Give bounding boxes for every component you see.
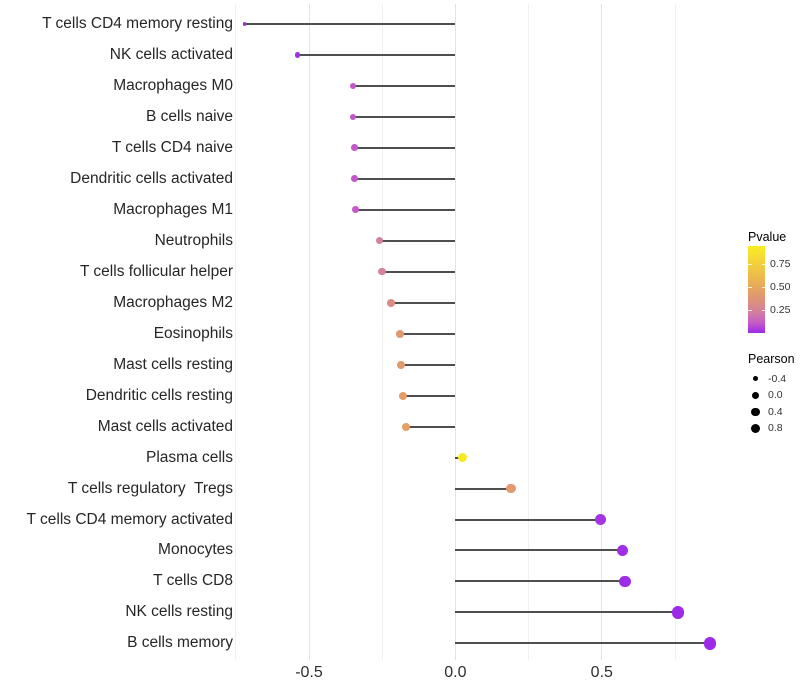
colorbar-tick-label: 0.50 (770, 281, 791, 294)
y-axis-label: Monocytes (158, 541, 233, 559)
pearson-legend-dot (751, 423, 760, 433)
colorbar-tick (748, 264, 752, 266)
lollipop-dot (619, 575, 631, 588)
lollipop-stem (401, 363, 456, 366)
lollipop-stem (355, 208, 456, 211)
colorbar-tick-label: 0.25 (770, 304, 791, 317)
y-axis-label: Mast cells activated (97, 417, 233, 435)
y-axis-label: Mast cells resting (113, 355, 233, 373)
pearson-legend-dot (751, 407, 760, 416)
lollipop-dot (703, 637, 717, 650)
x-tick-label: -0.5 (295, 664, 323, 681)
colorbar-tick (748, 287, 752, 289)
y-axis-label: T cells CD4 memory resting (42, 15, 233, 32)
pearson-legend-label: 0.0 (768, 389, 783, 402)
y-axis-label: Neutrophils (154, 231, 233, 249)
lollipop-dot (242, 22, 247, 26)
lollipop-dot (375, 237, 383, 245)
lollipop-dot (352, 206, 360, 214)
lollipop-dot (349, 113, 357, 121)
pearson-legend-label: 0.8 (768, 422, 783, 435)
lollipop-dot (671, 606, 685, 619)
gridline-minor (674, 4, 676, 660)
lollipop-stem (352, 84, 456, 87)
lollipop-dot (294, 52, 300, 58)
pearson-legend-dot (752, 391, 759, 399)
lollipop-stem (455, 487, 512, 490)
lollipop-stem (390, 301, 456, 304)
lollipop-dot (458, 453, 468, 463)
lollipop-dot (350, 175, 358, 183)
y-axis-label: Eosinophils (153, 324, 233, 342)
lollipop-stem (354, 146, 456, 149)
lollipop-dot (397, 360, 406, 369)
lollipop-stem (297, 53, 456, 56)
colorbar-tick (761, 287, 765, 289)
lollipop-stem (455, 549, 623, 552)
lollipop-stem (455, 642, 711, 645)
x-tick-label: 0.5 (590, 664, 613, 681)
pvalue-colorbar (748, 246, 765, 333)
lollipop-dot (401, 422, 410, 431)
lollipop-dot (349, 82, 357, 90)
pearson-legend-label: -0.4 (768, 372, 787, 385)
gridline-minor (235, 4, 237, 660)
y-axis-label: Plasma cells (146, 448, 233, 466)
lollipop-stem (455, 611, 678, 614)
lollipop-dot (506, 483, 516, 494)
lollipop-dot (387, 298, 395, 307)
lollipop-stem (455, 518, 601, 521)
lollipop-stem (352, 115, 456, 118)
lollipop-dot (350, 144, 358, 152)
y-axis-label: Dendritic cells activated (70, 169, 233, 187)
colorbar-tick (761, 264, 765, 266)
y-axis-label: B cells memory (127, 634, 233, 652)
y-axis-label: Macrophages M2 (113, 293, 233, 311)
y-axis-label: NK cells resting (125, 603, 233, 621)
pearson-legend-dot (752, 376, 759, 382)
y-axis-label: T cells CD4 naive (111, 138, 233, 156)
lollipop-stem (399, 332, 456, 335)
y-axis-label: NK cells activated (109, 45, 233, 63)
gridline-minor (528, 4, 530, 660)
lollipop-stem (379, 239, 456, 242)
lollipop-stem (354, 177, 456, 180)
lollipop-stem (244, 23, 456, 25)
lollipop-stem (405, 425, 456, 428)
colorbar-tick-label: 0.75 (770, 258, 791, 271)
colorbar-tick (748, 310, 752, 312)
pvalue-legend-title: Pvalue (748, 230, 787, 244)
lollipop-dot (594, 513, 606, 526)
y-axis-label: Macrophages M1 (113, 200, 233, 218)
y-axis-label: B cells naive (145, 107, 233, 125)
lollipop-stem (382, 270, 456, 273)
lollipop-dot (616, 544, 629, 557)
y-axis-label: T cells regulatory Tregs (67, 479, 233, 497)
y-axis-label: Dendritic cells resting (85, 386, 233, 404)
colorbar-tick (761, 310, 765, 312)
lollipop-stem (455, 580, 626, 583)
y-axis-label: Macrophages M0 (113, 76, 233, 94)
gridline-major (601, 4, 603, 660)
gridline-major (308, 4, 310, 660)
y-axis-label: T cells CD4 memory activated (26, 510, 233, 528)
pearson-legend-label: 0.4 (768, 405, 783, 418)
lollipop-dot (395, 329, 404, 338)
lollipop-dot (398, 391, 407, 400)
gridline-major (454, 4, 456, 660)
x-tick-label: 0.0 (444, 664, 467, 681)
y-axis-label: T cells follicular helper (79, 262, 233, 280)
gridline-minor (381, 4, 383, 660)
y-axis-label: T cells CD8 (153, 572, 233, 590)
lollipop-dot (378, 268, 386, 276)
pearson-legend-title: Pearson (748, 352, 795, 366)
lollipop-stem (402, 394, 456, 397)
